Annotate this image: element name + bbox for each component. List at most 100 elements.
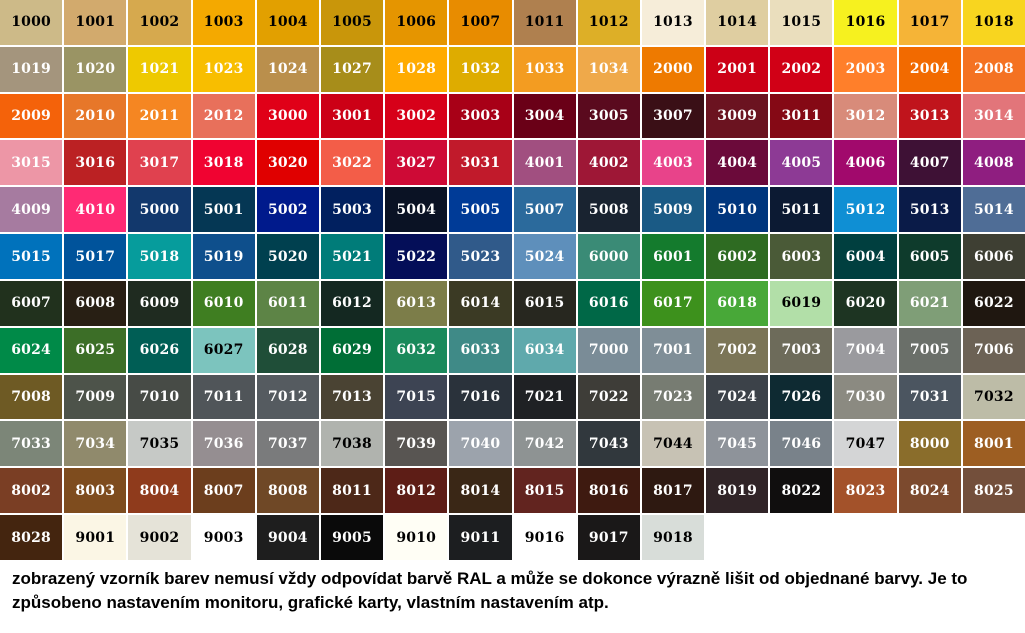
color-swatch-ral-4010: 4010: [64, 187, 127, 233]
color-swatch-ral-5005: 5005: [449, 187, 512, 233]
color-swatch-ral-1032: 1032: [449, 46, 512, 92]
color-swatch-ral-1004: 1004: [256, 0, 319, 45]
color-swatch-ral-7037: 7037: [256, 421, 319, 467]
color-swatch-ral-1024: 1024: [256, 46, 319, 92]
color-swatch-ral-8019: 8019: [706, 468, 769, 514]
color-swatch-ral-7006: 7006: [962, 327, 1025, 373]
color-swatch-ral-1020: 1020: [64, 46, 127, 92]
color-swatch-ral-8002: 8002: [0, 468, 63, 514]
color-swatch-ral-9003: 9003: [192, 515, 255, 560]
color-swatch-ral-6007: 6007: [0, 280, 63, 326]
color-swatch-ral-3001: 3001: [320, 93, 384, 139]
color-swatch-ral-8000: 8000: [898, 421, 961, 467]
color-swatch-ral-6001: 6001: [641, 234, 705, 279]
color-swatch-ral-4004: 4004: [706, 140, 769, 186]
color-swatch-ral-2008: 2008: [962, 46, 1025, 92]
color-swatch-ral-6006: 6006: [962, 234, 1025, 279]
color-swatch-ral-2001: 2001: [706, 46, 769, 92]
disclaimer-text: zobrazený vzorník barev nemusí vždy odpo…: [12, 569, 968, 612]
color-swatch-ral-7044: 7044: [641, 421, 705, 467]
color-swatch-ral-7045: 7045: [706, 421, 769, 467]
color-swatch-ral-1006: 1006: [385, 0, 448, 45]
color-swatch-ral-1023: 1023: [192, 46, 255, 92]
color-swatch-ral-4006: 4006: [834, 140, 897, 186]
color-swatch-ral-6033: 6033: [449, 327, 512, 373]
color-swatch-ral-6027: 6027: [192, 327, 255, 373]
color-swatch-ral-8022: 8022: [770, 468, 833, 514]
color-swatch-ral-8012: 8012: [385, 468, 448, 514]
color-swatch-ral-2000: 2000: [641, 46, 705, 92]
color-swatch-ral-6021: 6021: [898, 280, 961, 326]
color-swatch-ral-8028: 8028: [0, 515, 63, 560]
color-swatch-ral-7001: 7001: [641, 327, 705, 373]
color-swatch-ral-7002: 7002: [706, 327, 769, 373]
color-swatch-ral-6018: 6018: [706, 280, 769, 326]
color-swatch-ral-6029: 6029: [320, 327, 384, 373]
color-swatch-ral-7005: 7005: [898, 327, 961, 373]
color-swatch-ral-7021: 7021: [513, 374, 576, 420]
color-swatch-ral-5024: 5024: [513, 234, 576, 279]
color-swatch-ral-8023: 8023: [834, 468, 897, 514]
color-swatch-ral-7043: 7043: [577, 421, 640, 467]
color-swatch-ral-8004: 8004: [128, 468, 191, 514]
color-swatch-ral-1018: 1018: [962, 0, 1025, 45]
color-swatch-ral-5004: 5004: [385, 187, 448, 233]
color-swatch-ral-2004: 2004: [898, 46, 961, 92]
color-swatch-ral-5008: 5008: [577, 187, 640, 233]
color-swatch-ral-3013: 3013: [898, 93, 961, 139]
color-swatch-ral-2003: 2003: [834, 46, 897, 92]
color-swatch-ral-7013: 7013: [320, 374, 384, 420]
color-swatch-ral-3020: 3020: [256, 140, 319, 186]
color-swatch-ral-8014: 8014: [449, 468, 512, 514]
color-swatch-ral-9011: 9011: [449, 515, 512, 560]
color-swatch-ral-6004: 6004: [834, 234, 897, 279]
color-swatch-ral-5021: 5021: [320, 234, 384, 279]
color-swatch-ral-8003: 8003: [64, 468, 127, 514]
color-swatch-ral-9017: 9017: [577, 515, 640, 560]
color-swatch-ral-5001: 5001: [192, 187, 255, 233]
color-swatch-ral-7004: 7004: [834, 327, 897, 373]
color-swatch-ral-5011: 5011: [770, 187, 833, 233]
color-swatch-ral-9005: 9005: [320, 515, 384, 560]
color-swatch-ral-7022: 7022: [577, 374, 640, 420]
color-swatch-ral-3009: 3009: [706, 93, 769, 139]
color-swatch-ral-6024: 6024: [0, 327, 63, 373]
color-swatch-ral-9001: 9001: [64, 515, 127, 560]
color-swatch-ral-5000: 5000: [128, 187, 191, 233]
color-swatch-ral-3027: 3027: [385, 140, 448, 186]
color-swatch-ral-6022: 6022: [962, 280, 1025, 326]
color-swatch-ral-9016: 9016: [513, 515, 576, 560]
color-swatch-ral-2011: 2011: [128, 93, 191, 139]
color-swatch-ral-6008: 6008: [64, 280, 127, 326]
color-swatch-ral-8008: 8008: [256, 468, 319, 514]
color-swatch-ral-6028: 6028: [256, 327, 319, 373]
color-swatch-ral-3014: 3014: [962, 93, 1025, 139]
color-swatch-ral-6014: 6014: [449, 280, 512, 326]
color-swatch-ral-7011: 7011: [192, 374, 255, 420]
color-swatch-ral-7030: 7030: [834, 374, 897, 420]
color-swatch-ral-5009: 5009: [641, 187, 705, 233]
color-swatch-ral-7042: 7042: [513, 421, 576, 467]
color-swatch-ral-4007: 4007: [898, 140, 961, 186]
color-swatch-ral-8007: 8007: [192, 468, 255, 514]
color-swatch-ral-6005: 6005: [898, 234, 961, 279]
color-swatch-ral-1005: 1005: [320, 0, 384, 45]
color-swatch-ral-7016: 7016: [449, 374, 512, 420]
color-swatch-ral-1012: 1012: [577, 0, 640, 45]
color-swatch-ral-3017: 3017: [128, 140, 191, 186]
color-swatch-ral-1007: 1007: [449, 0, 512, 45]
color-swatch-ral-7046: 7046: [770, 421, 833, 467]
color-swatch-ral-7047: 7047: [834, 421, 897, 467]
color-swatch-ral-9002: 9002: [128, 515, 191, 560]
color-swatch-ral-5019: 5019: [192, 234, 255, 279]
color-swatch-ral-3016: 3016: [64, 140, 127, 186]
color-swatch-ral-3007: 3007: [641, 93, 705, 139]
color-swatch-ral-7032: 7032: [962, 374, 1025, 420]
color-swatch-ral-6026: 6026: [128, 327, 191, 373]
color-swatch-ral-7012: 7012: [256, 374, 319, 420]
color-swatch-ral-1021: 1021: [128, 46, 191, 92]
color-swatch-ral-5013: 5013: [898, 187, 961, 233]
color-swatch-ral-1001: 1001: [64, 0, 127, 45]
color-swatch-ral-1011: 1011: [513, 0, 576, 45]
color-swatch-ral-6017: 6017: [641, 280, 705, 326]
